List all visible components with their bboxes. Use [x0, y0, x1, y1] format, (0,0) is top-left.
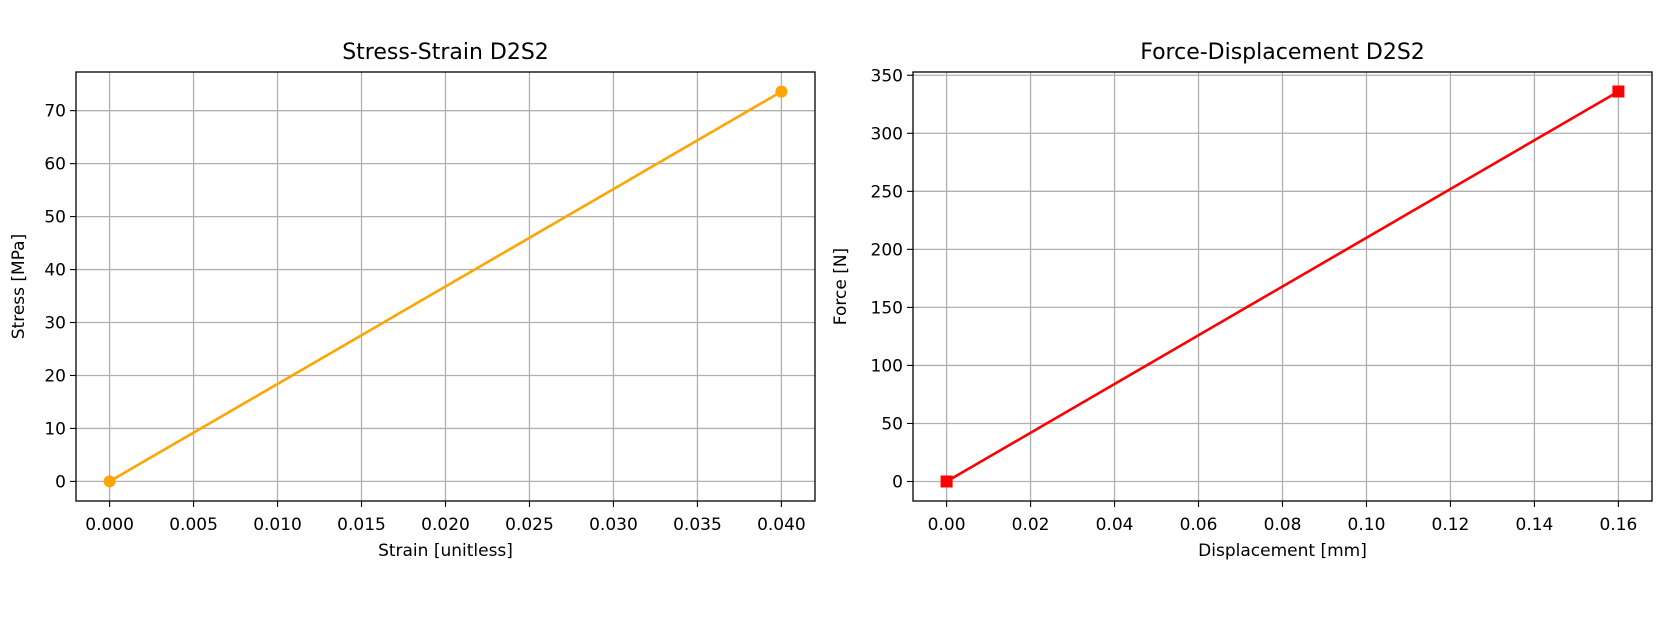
x-tick-label: 0.08	[1264, 515, 1302, 535]
y-tick-label: 300	[871, 124, 903, 144]
chart-1: 0.000 0.005 0.010 0.015 0.020 0.025 0.030 0.035…	[9, 40, 816, 561]
series-line	[108, 90, 783, 483]
x-tick-label: 0.16	[1599, 515, 1637, 535]
x-tick-label: 0.010	[253, 515, 302, 535]
x-tick-label: 0.04	[1096, 515, 1134, 535]
x-tick-label: 0.00	[928, 515, 966, 535]
x-tick-label: 0.06	[1180, 515, 1218, 535]
y-tick-label: 0	[55, 472, 66, 492]
y-tick-label: 200	[871, 240, 903, 260]
x-tick-label: 0.14	[1516, 515, 1554, 535]
y-tick-label: 30	[44, 314, 66, 334]
data-point-marker	[103, 475, 116, 488]
y-tick-label: 40	[44, 261, 66, 281]
y-tick-label: 0	[892, 473, 903, 493]
y-tick-label: 20	[44, 366, 66, 386]
y-tick-label: 10	[44, 419, 66, 439]
x-tick-label: 0.040	[757, 515, 806, 535]
x-tick-label: 0.030	[589, 515, 638, 535]
x-tick-label: 0.015	[337, 515, 386, 535]
x-tick-label: 0.020	[421, 515, 470, 535]
y-tick-label: 250	[871, 182, 903, 202]
y-tick-label: 50	[881, 414, 903, 434]
y-axis-label: Stress [MPa]	[9, 234, 29, 340]
x-axis-label: Displacement [mm]	[1198, 541, 1367, 561]
x-tick-label: 0.02	[1012, 515, 1050, 535]
y-axis-label: Force [N]	[831, 248, 851, 325]
x-tick-label: 0.12	[1432, 515, 1470, 535]
y-tick-label: 60	[44, 155, 66, 175]
y-tick-label: 150	[871, 298, 903, 318]
chart-title: Force-Displacement D2S2	[1140, 40, 1425, 65]
series-line	[945, 90, 1620, 483]
y-tick-label: 350	[871, 66, 903, 86]
x-tick-label: 0.10	[1348, 515, 1386, 535]
x-tick-label: 0.035	[673, 515, 722, 535]
x-tick-label: 0.025	[505, 515, 554, 535]
chart-title: Stress-Strain D2S2	[342, 40, 549, 65]
chart-2: 0.00 0.02 0.04 0.06 0.08 0.10 0.12 0.14 0.16 0 50 1…	[831, 40, 1653, 561]
data-point-marker	[775, 85, 788, 98]
y-tick-label: 70	[44, 102, 66, 122]
y-tick-label: 50	[44, 208, 66, 228]
x-tick-label: 0.000	[85, 515, 134, 535]
y-tick-label: 100	[871, 356, 903, 376]
data-point-marker	[1612, 85, 1625, 98]
x-axis-label: Strain [unitless]	[378, 541, 513, 561]
data-point-marker	[940, 475, 953, 488]
x-tick-label: 0.005	[169, 515, 218, 535]
